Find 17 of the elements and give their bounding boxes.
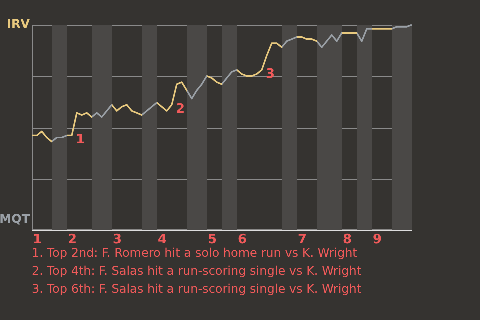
text: 1. Top 2nd: F. Romero hit a solo home run vs K. Wright: [32, 245, 358, 262]
text: 2. Top 4th: F. Salas hit a run-scoring single vs K. Wright: [32, 263, 362, 280]
x-tick-label: 8: [342, 232, 352, 248]
x-tick-label: 4: [158, 232, 168, 248]
text: MQT: [0, 212, 30, 226]
x-tick-label: 7: [298, 232, 308, 248]
x-tick-label: 6: [238, 232, 248, 248]
x-tick-label: 3: [112, 232, 122, 248]
x-tick-label: 9: [372, 232, 382, 248]
x-tick-label: 5: [208, 232, 218, 248]
x-tick-label: 2: [68, 232, 78, 248]
annotation: 2: [176, 102, 186, 117]
text: IRV: [7, 17, 30, 31]
annotation: 1: [76, 132, 86, 148]
annotation: 3: [266, 67, 276, 82]
text: 3. Top 6th: F. Salas hit a run-scoring single vs K. Wright: [32, 281, 362, 298]
x-tick-label: 1: [32, 232, 42, 248]
